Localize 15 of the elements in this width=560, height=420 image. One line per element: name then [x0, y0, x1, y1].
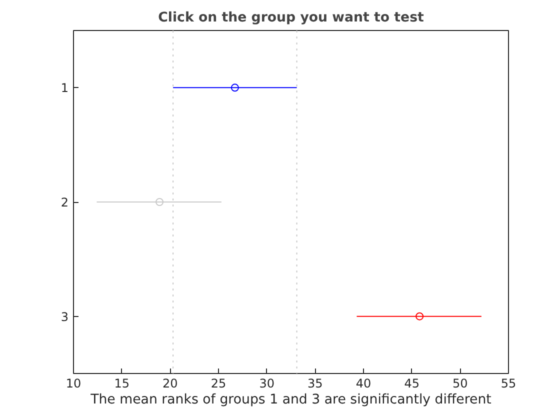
x-tick-label: 45 — [404, 376, 420, 390]
x-tick-label: 15 — [114, 376, 130, 390]
x-tick-label: 55 — [500, 376, 516, 390]
chart-title: Click on the group you want to test — [158, 10, 425, 26]
y-tick-label: 1 — [60, 81, 69, 96]
y-tick-label: 2 — [60, 196, 69, 210]
x-axis-title: The mean ranks of groups 1 and 3 are significantly different — [90, 392, 492, 408]
x-tick-label: 30 — [259, 376, 274, 390]
x-tick-label: 10 — [66, 376, 82, 390]
x-tick-label: 40 — [356, 376, 372, 390]
x-tick-label: 35 — [308, 376, 323, 390]
x-tick-label: 20 — [162, 376, 178, 390]
x-tick-label: 25 — [210, 376, 226, 390]
y-tick-label: 3 — [60, 310, 69, 324]
x-tick-label: 50 — [452, 376, 468, 390]
